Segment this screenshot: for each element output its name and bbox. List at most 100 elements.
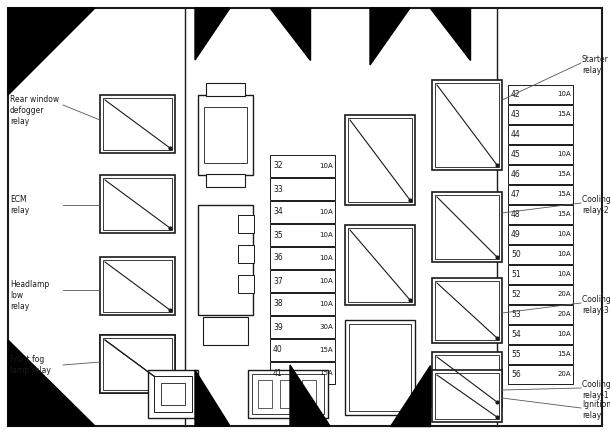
Text: 36: 36 bbox=[273, 253, 283, 263]
Text: 15A: 15A bbox=[558, 112, 571, 118]
Text: Front fog
lamp relay: Front fog lamp relay bbox=[10, 355, 51, 375]
Bar bbox=[508, 285, 573, 304]
Text: 38: 38 bbox=[273, 299, 282, 309]
Polygon shape bbox=[195, 370, 230, 426]
Bar bbox=[148, 370, 198, 418]
Text: 20A: 20A bbox=[558, 292, 571, 297]
Bar bbox=[270, 316, 335, 338]
Bar bbox=[348, 228, 412, 302]
Bar bbox=[508, 105, 573, 124]
Text: 20A: 20A bbox=[558, 372, 571, 378]
Text: 15A: 15A bbox=[558, 191, 571, 197]
Bar bbox=[270, 362, 335, 384]
Bar bbox=[100, 175, 175, 233]
Text: 10A: 10A bbox=[558, 332, 571, 338]
Bar bbox=[435, 83, 499, 167]
Bar bbox=[345, 225, 415, 305]
Bar bbox=[508, 265, 573, 284]
Bar bbox=[154, 376, 192, 412]
Bar bbox=[508, 365, 573, 384]
Bar bbox=[432, 352, 502, 407]
Bar bbox=[100, 95, 175, 153]
Bar bbox=[238, 215, 254, 233]
Text: 15A: 15A bbox=[320, 347, 333, 353]
Polygon shape bbox=[390, 365, 430, 426]
Bar bbox=[508, 165, 573, 184]
Bar bbox=[508, 205, 573, 224]
Bar bbox=[435, 195, 499, 259]
Text: 53: 53 bbox=[511, 310, 521, 319]
Bar bbox=[508, 245, 573, 264]
Text: 39: 39 bbox=[273, 322, 283, 332]
Text: 10A: 10A bbox=[558, 92, 571, 98]
Bar bbox=[508, 125, 573, 144]
Text: 20A: 20A bbox=[558, 312, 571, 318]
Text: 46: 46 bbox=[511, 170, 521, 179]
Text: 32: 32 bbox=[273, 161, 282, 171]
Bar bbox=[252, 374, 324, 414]
Bar bbox=[258, 380, 272, 408]
Bar bbox=[270, 155, 335, 177]
Text: 42: 42 bbox=[511, 90, 520, 99]
Bar bbox=[100, 335, 175, 393]
Text: 30A: 30A bbox=[319, 324, 333, 330]
Bar bbox=[349, 324, 411, 411]
Text: 43: 43 bbox=[511, 110, 521, 119]
Text: Cooling fan
relay-3: Cooling fan relay-3 bbox=[582, 295, 610, 315]
Text: 10A: 10A bbox=[558, 151, 571, 158]
Polygon shape bbox=[270, 8, 310, 60]
Text: 15A: 15A bbox=[558, 171, 571, 178]
Bar bbox=[161, 383, 185, 405]
Text: 10A: 10A bbox=[319, 163, 333, 169]
Polygon shape bbox=[195, 8, 230, 60]
Bar bbox=[435, 355, 499, 404]
Bar bbox=[100, 335, 175, 393]
Text: Cooling fan
relay-1: Cooling fan relay-1 bbox=[582, 380, 610, 400]
Polygon shape bbox=[370, 8, 410, 65]
Bar bbox=[203, 317, 248, 345]
Bar bbox=[206, 83, 245, 96]
Text: 10A: 10A bbox=[319, 255, 333, 261]
Text: 10A: 10A bbox=[558, 231, 571, 237]
Text: 41: 41 bbox=[273, 368, 282, 378]
Text: 49: 49 bbox=[511, 230, 521, 239]
Text: 10A: 10A bbox=[319, 209, 333, 215]
Text: 52: 52 bbox=[511, 290, 520, 299]
Bar bbox=[270, 224, 335, 246]
Bar bbox=[103, 338, 172, 390]
Bar bbox=[302, 380, 316, 408]
Text: 55: 55 bbox=[511, 350, 521, 359]
Text: Rear window
defogger
relay: Rear window defogger relay bbox=[10, 95, 59, 126]
Bar bbox=[270, 270, 335, 292]
Text: 45: 45 bbox=[511, 150, 521, 159]
Bar bbox=[103, 338, 172, 390]
Bar bbox=[270, 339, 335, 361]
Text: 37: 37 bbox=[273, 276, 283, 286]
Text: 10A: 10A bbox=[558, 272, 571, 277]
Text: 15A: 15A bbox=[558, 211, 571, 217]
Bar bbox=[238, 275, 254, 293]
Bar bbox=[248, 370, 328, 418]
Bar bbox=[270, 293, 335, 315]
Text: ECM
relay: ECM relay bbox=[10, 195, 29, 215]
Bar bbox=[270, 247, 335, 269]
Polygon shape bbox=[8, 8, 95, 95]
Bar bbox=[508, 145, 573, 164]
Bar bbox=[508, 85, 573, 104]
Bar bbox=[348, 118, 412, 202]
Text: 44: 44 bbox=[511, 130, 521, 139]
Bar bbox=[508, 305, 573, 324]
Text: 40: 40 bbox=[273, 345, 283, 355]
Bar bbox=[270, 201, 335, 223]
Text: 51: 51 bbox=[511, 270, 520, 279]
Polygon shape bbox=[290, 365, 330, 426]
Bar bbox=[198, 205, 253, 315]
Bar bbox=[508, 185, 573, 204]
Text: 15A: 15A bbox=[558, 352, 571, 358]
Text: 35: 35 bbox=[273, 230, 283, 240]
Text: 10A: 10A bbox=[319, 278, 333, 284]
Bar bbox=[198, 95, 253, 175]
Text: 10A: 10A bbox=[319, 232, 333, 238]
Bar bbox=[435, 373, 499, 419]
Bar bbox=[345, 115, 415, 205]
